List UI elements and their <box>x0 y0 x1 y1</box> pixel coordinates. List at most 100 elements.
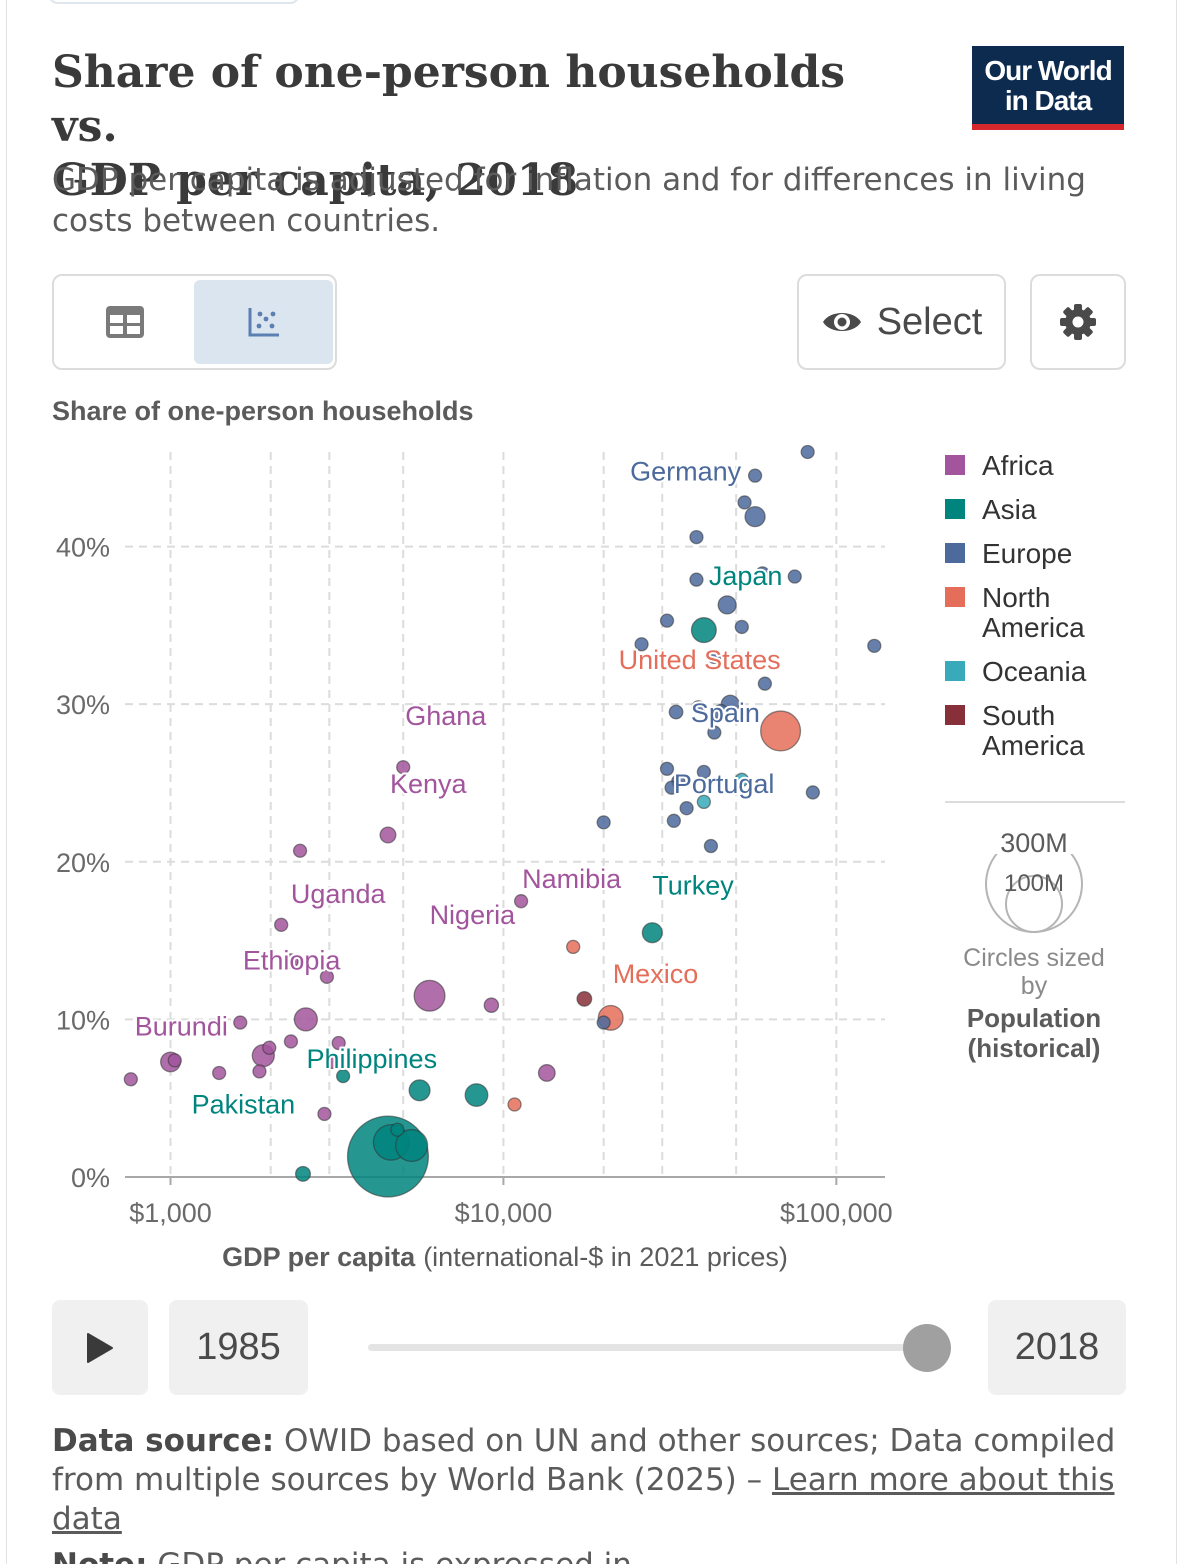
bubble[interactable] <box>283 1034 299 1049</box>
bubble-japan[interactable] <box>690 617 717 644</box>
bubble[interactable] <box>274 917 289 932</box>
bubble[interactable] <box>737 495 752 510</box>
x-tick-label: $100,000 <box>780 1198 893 1228</box>
bubble[interactable] <box>634 637 649 652</box>
bubble[interactable] <box>734 772 749 787</box>
bubble[interactable] <box>212 1065 227 1081</box>
bubble-ghana[interactable] <box>396 760 411 775</box>
bubble[interactable] <box>262 1040 277 1055</box>
legend-label-south-america[interactable]: America <box>982 730 1085 761</box>
bubble[interactable] <box>123 1072 138 1087</box>
table-view-button[interactable] <box>58 280 192 364</box>
bubble[interactable] <box>507 1097 522 1112</box>
bubble-nigeria[interactable] <box>413 979 446 1012</box>
bubble[interactable] <box>707 649 722 665</box>
bubble-uganda[interactable] <box>283 953 299 969</box>
bubble[interactable] <box>757 676 773 691</box>
bubble[interactable] <box>696 794 712 810</box>
bubble-namibia[interactable] <box>513 894 529 909</box>
bubble-pakistan[interactable] <box>395 1128 429 1163</box>
bubble[interactable] <box>805 785 821 800</box>
chart-title-line-1: Share of one-person households vs. <box>52 47 846 152</box>
bubble[interactable] <box>689 572 704 587</box>
point-label-halo: Uganda <box>291 879 387 909</box>
point-label-halo: Ethiopia <box>243 945 342 975</box>
bubble[interactable] <box>576 990 593 1007</box>
bubble[interactable] <box>755 566 770 581</box>
select-entities-button[interactable]: Select <box>797 274 1006 370</box>
bubble[interactable] <box>668 704 684 720</box>
bubble[interactable] <box>659 761 675 776</box>
bubble[interactable] <box>691 700 706 715</box>
bubble[interactable] <box>390 1122 405 1137</box>
bubble[interactable] <box>324 1054 339 1070</box>
chart-view-button[interactable] <box>194 280 333 364</box>
legend-swatch-europe <box>945 543 965 563</box>
point-label-halo: Germany <box>630 457 742 487</box>
legend-label-north-america[interactable]: North <box>982 582 1050 613</box>
bubble[interactable] <box>319 969 335 984</box>
legend-label-south-america[interactable]: South <box>982 700 1055 731</box>
bubble[interactable] <box>867 638 882 654</box>
bubble[interactable] <box>408 1079 431 1102</box>
bubble[interactable] <box>292 843 308 858</box>
timeline-start-year[interactable]: 1985 <box>169 1300 308 1395</box>
bubbles-layer <box>123 444 882 1198</box>
bubble[interactable] <box>331 1035 346 1051</box>
bubble-kenya[interactable] <box>379 826 397 844</box>
bubble[interactable] <box>689 529 704 545</box>
bubble[interactable] <box>800 444 815 460</box>
bubble[interactable] <box>317 1106 332 1122</box>
bubble-portugal[interactable] <box>696 764 712 780</box>
bubble[interactable] <box>717 595 737 615</box>
point-label-turkey: Turkey <box>652 871 734 901</box>
bubble[interactable] <box>483 997 500 1013</box>
legend-label-oceania[interactable]: Oceania <box>982 656 1087 687</box>
point-label-halo: Burundi <box>135 1011 228 1041</box>
point-label-halo: Kenya <box>390 769 468 799</box>
size-legend-caption-3: Population <box>967 1003 1101 1033</box>
size-legend-caption-1: Circles sized <box>963 944 1105 972</box>
bubble[interactable] <box>566 939 581 955</box>
bubble[interactable] <box>659 613 675 628</box>
bubble[interactable] <box>679 801 694 816</box>
top-tab-remnant <box>48 0 300 4</box>
bubble[interactable] <box>703 838 719 854</box>
point-label-germany: Germany <box>630 457 742 487</box>
bubble-spain[interactable] <box>712 703 730 721</box>
legend-label-asia[interactable]: Asia <box>982 494 1037 525</box>
bubble-germany[interactable] <box>744 505 766 528</box>
bubble[interactable] <box>747 468 763 483</box>
bubble[interactable] <box>666 813 681 828</box>
timeline-end-year[interactable]: 2018 <box>988 1300 1126 1395</box>
bubble-philippines[interactable] <box>464 1083 489 1108</box>
owid-logo[interactable]: Our World in Data <box>972 46 1124 130</box>
y-tick-label: 40% <box>56 533 110 563</box>
legend-label-north-america[interactable]: America <box>982 612 1085 643</box>
bubble[interactable] <box>335 1068 351 1084</box>
bubble-united-states[interactable] <box>760 710 802 752</box>
settings-button[interactable] <box>1030 274 1126 370</box>
bubble[interactable] <box>252 1064 267 1079</box>
bubble-burundi[interactable] <box>167 1053 182 1068</box>
bubble[interactable] <box>664 780 679 795</box>
legend-label-europe[interactable]: Europe <box>982 538 1072 569</box>
y-tick-label: 0% <box>71 1163 110 1193</box>
bubble[interactable] <box>596 1015 611 1030</box>
chart-subtitle: GDP per capita is adjusted for inflation… <box>52 162 1086 239</box>
bubble[interactable] <box>233 1015 248 1030</box>
legend-label-africa[interactable]: Africa <box>982 450 1054 481</box>
x-axis-title: GDP per capita (international-$ in 2021 p… <box>222 1242 788 1272</box>
bubble-ethiopia[interactable] <box>293 1007 318 1032</box>
timeline-slider-track[interactable] <box>368 1344 928 1351</box>
bubble[interactable] <box>787 569 802 584</box>
bubble[interactable] <box>596 815 611 830</box>
bubble-turkey[interactable] <box>641 922 663 944</box>
timeline-slider-handle[interactable] <box>903 1324 951 1372</box>
bubble[interactable] <box>294 1165 312 1182</box>
bubble[interactable] <box>734 619 749 635</box>
bubble[interactable] <box>707 725 722 740</box>
learn-more-link[interactable]: Learn more about this data <box>52 1462 1115 1537</box>
bubble[interactable] <box>537 1064 556 1082</box>
play-button[interactable] <box>52 1300 148 1395</box>
